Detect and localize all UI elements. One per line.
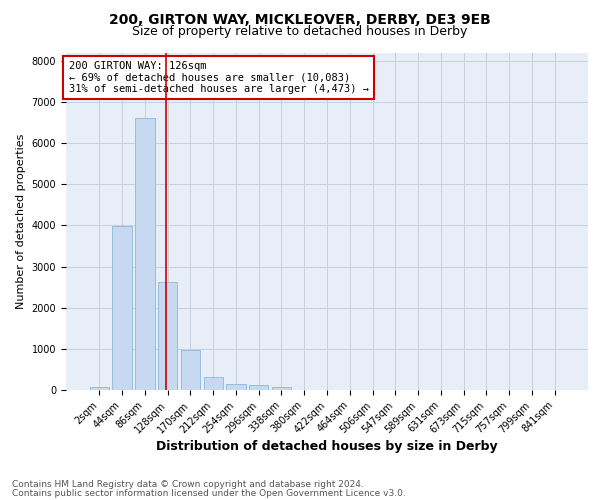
Text: 200, GIRTON WAY, MICKLEOVER, DERBY, DE3 9EB: 200, GIRTON WAY, MICKLEOVER, DERBY, DE3 …: [109, 12, 491, 26]
Text: Size of property relative to detached houses in Derby: Size of property relative to detached ho…: [133, 25, 467, 38]
Bar: [112, 226, 132, 390]
Bar: [272, 386, 291, 390]
X-axis label: Distribution of detached houses by size in Derby: Distribution of detached houses by size …: [156, 440, 498, 454]
Bar: [203, 377, 223, 390]
Bar: [135, 118, 155, 390]
Text: Contains HM Land Registry data © Crown copyright and database right 2024.: Contains HM Land Registry data © Crown c…: [12, 480, 364, 489]
Bar: [249, 386, 268, 390]
Bar: [90, 387, 109, 390]
Text: 200 GIRTON WAY: 126sqm
← 69% of detached houses are smaller (10,083)
31% of semi: 200 GIRTON WAY: 126sqm ← 69% of detached…: [68, 61, 368, 94]
Bar: [226, 384, 245, 390]
Bar: [181, 350, 200, 390]
Y-axis label: Number of detached properties: Number of detached properties: [16, 134, 26, 309]
Bar: [158, 282, 178, 390]
Text: Contains public sector information licensed under the Open Government Licence v3: Contains public sector information licen…: [12, 489, 406, 498]
